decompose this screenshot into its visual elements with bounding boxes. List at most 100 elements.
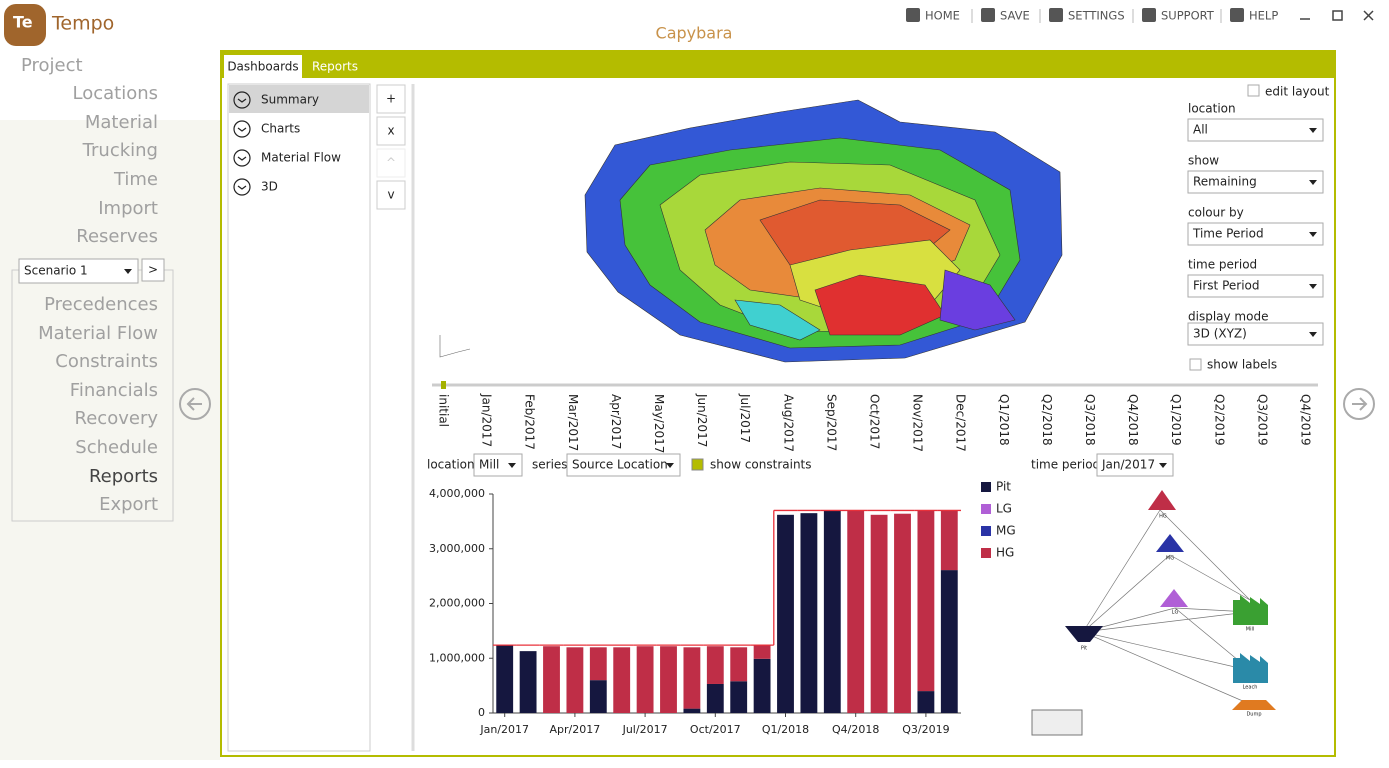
show-labels-label: show labels bbox=[1207, 358, 1277, 372]
bar-segment bbox=[683, 708, 701, 713]
dashboard-item[interactable]: 3D bbox=[261, 180, 278, 194]
checkbox[interactable] bbox=[1247, 84, 1260, 97]
timeline-label[interactable]: Oct/2017 bbox=[868, 394, 882, 449]
nav-item[interactable]: Material bbox=[85, 112, 158, 133]
timeline-label[interactable]: Q4/2019 bbox=[1299, 394, 1313, 446]
timeline-label[interactable]: Q3/2019 bbox=[1255, 394, 1269, 446]
field-label: display mode bbox=[1188, 310, 1268, 324]
checkbox-checked[interactable] bbox=[691, 458, 704, 471]
dashboard-button-label: x bbox=[387, 124, 394, 138]
timeline-label[interactable]: Q1/2018 bbox=[997, 394, 1011, 446]
location-select[interactable] bbox=[473, 453, 523, 477]
bar-segment bbox=[543, 646, 560, 713]
dashboard-button[interactable] bbox=[376, 116, 406, 146]
field-select[interactable] bbox=[1187, 274, 1324, 298]
nav-item[interactable]: Schedule bbox=[75, 437, 158, 458]
tab[interactable]: Dashboards bbox=[227, 60, 298, 74]
nav-item[interactable]: Locations bbox=[72, 83, 158, 104]
nav-item[interactable]: Reports bbox=[89, 466, 158, 487]
tab-active[interactable] bbox=[224, 55, 302, 78]
timeline-label[interactable]: Dec/2017 bbox=[954, 394, 968, 452]
dashboard-item[interactable]: Charts bbox=[261, 122, 300, 136]
toolbar-icon[interactable] bbox=[1049, 8, 1063, 22]
timeline-label[interactable]: Q2/2018 bbox=[1040, 394, 1054, 446]
expand-icon[interactable] bbox=[233, 149, 251, 167]
tab[interactable]: Reports bbox=[312, 60, 358, 74]
field-select[interactable] bbox=[1187, 118, 1324, 142]
time-period-select[interactable] bbox=[1096, 453, 1174, 477]
nav-item[interactable]: Trucking bbox=[82, 140, 158, 161]
toolbar-item[interactable]: SUPPORT bbox=[1161, 9, 1215, 23]
timeline-label[interactable]: Q1/2019 bbox=[1169, 394, 1183, 446]
timeline-label[interactable]: Q4/2018 bbox=[1126, 394, 1140, 446]
nav-item[interactable]: Import bbox=[98, 198, 158, 219]
nav-item[interactable]: Reserves bbox=[76, 226, 158, 247]
toolbar-item[interactable]: SAVE bbox=[1000, 9, 1030, 23]
timeline-label[interactable]: Jan/2017 bbox=[480, 393, 494, 447]
timeline-label[interactable]: Q2/2019 bbox=[1212, 394, 1226, 446]
toolbar-icon[interactable] bbox=[981, 8, 995, 22]
nav-item[interactable]: Constraints bbox=[55, 351, 158, 372]
nav-item[interactable]: Project bbox=[21, 55, 83, 76]
field-select[interactable] bbox=[1187, 222, 1324, 246]
toolbar-icon[interactable] bbox=[906, 8, 920, 22]
bar-segment bbox=[847, 510, 865, 713]
expand-icon[interactable] bbox=[233, 91, 251, 109]
series-select[interactable] bbox=[566, 453, 681, 477]
field-label: colour by bbox=[1188, 206, 1244, 220]
field-label: show bbox=[1188, 154, 1219, 168]
field-select[interactable] bbox=[1187, 322, 1324, 346]
timeline-label[interactable]: initial bbox=[437, 394, 451, 427]
toolbar-item[interactable]: HOME bbox=[925, 9, 960, 23]
dashboard-button[interactable] bbox=[376, 180, 406, 210]
nav-item[interactable]: Financials bbox=[70, 380, 158, 401]
bar-segment bbox=[800, 513, 818, 713]
back-button[interactable] bbox=[179, 388, 211, 420]
timeline-label[interactable]: Jul/2017 bbox=[738, 393, 752, 443]
nav-item[interactable]: Recovery bbox=[75, 408, 159, 429]
control-label: location bbox=[427, 458, 475, 472]
scenario-select[interactable] bbox=[18, 258, 139, 284]
legend-swatch bbox=[981, 504, 991, 514]
nav-item[interactable]: Export bbox=[99, 494, 158, 515]
nav-item[interactable]: Material Flow bbox=[38, 323, 158, 344]
toolbar-icon[interactable] bbox=[1142, 8, 1156, 22]
timeline-label[interactable]: Nov/2017 bbox=[911, 394, 925, 452]
expand-icon[interactable] bbox=[233, 178, 251, 196]
timeline-label[interactable]: Aug/2017 bbox=[781, 394, 795, 452]
dropdown-arrow bbox=[1309, 284, 1317, 289]
field-select[interactable] bbox=[1187, 170, 1324, 194]
timeline-label[interactable]: Q3/2018 bbox=[1083, 394, 1097, 446]
timeline-label[interactable]: Feb/2017 bbox=[523, 394, 537, 450]
dashboard-item[interactable]: Summary bbox=[261, 93, 319, 107]
timeline-label[interactable]: Jun/2017 bbox=[695, 393, 709, 447]
checkbox[interactable] bbox=[1189, 358, 1202, 371]
scenario-button[interactable] bbox=[141, 258, 165, 282]
toolbar-item[interactable]: SETTINGS bbox=[1068, 9, 1125, 23]
dropdown-arrow bbox=[124, 269, 132, 274]
dashboard-selected bbox=[229, 85, 369, 113]
dropdown-arrow bbox=[508, 463, 516, 468]
timeline-label[interactable]: Mar/2017 bbox=[566, 394, 580, 451]
nav-item[interactable]: Precedences bbox=[44, 294, 158, 315]
toolbar-icon[interactable] bbox=[1230, 8, 1244, 22]
dashboard-item[interactable]: Material Flow bbox=[261, 151, 341, 165]
dashboard-button[interactable] bbox=[376, 148, 406, 178]
timeline-label[interactable]: Sep/2017 bbox=[824, 394, 838, 451]
bar-segment bbox=[683, 647, 701, 709]
field-select-value: First Period bbox=[1193, 279, 1260, 293]
nav-item[interactable]: Time bbox=[113, 169, 158, 190]
timeline-label[interactable]: May/2017 bbox=[652, 394, 666, 453]
dropdown-arrow bbox=[1309, 180, 1317, 185]
toolbar-item[interactable]: HELP bbox=[1249, 9, 1278, 23]
expand-icon[interactable] bbox=[233, 120, 251, 138]
y-tick-label: 3,000,000 bbox=[429, 542, 485, 555]
series-select-value: Source Location bbox=[572, 458, 668, 472]
timeline-handle[interactable] bbox=[441, 381, 446, 389]
timeline-label[interactable]: Apr/2017 bbox=[609, 394, 623, 449]
forward-button[interactable] bbox=[1343, 388, 1375, 420]
window-controls[interactable] bbox=[1300, 10, 1374, 21]
bar-segment bbox=[894, 513, 911, 713]
dashboard-button[interactable] bbox=[376, 84, 406, 114]
field-label: time period bbox=[1188, 258, 1257, 272]
